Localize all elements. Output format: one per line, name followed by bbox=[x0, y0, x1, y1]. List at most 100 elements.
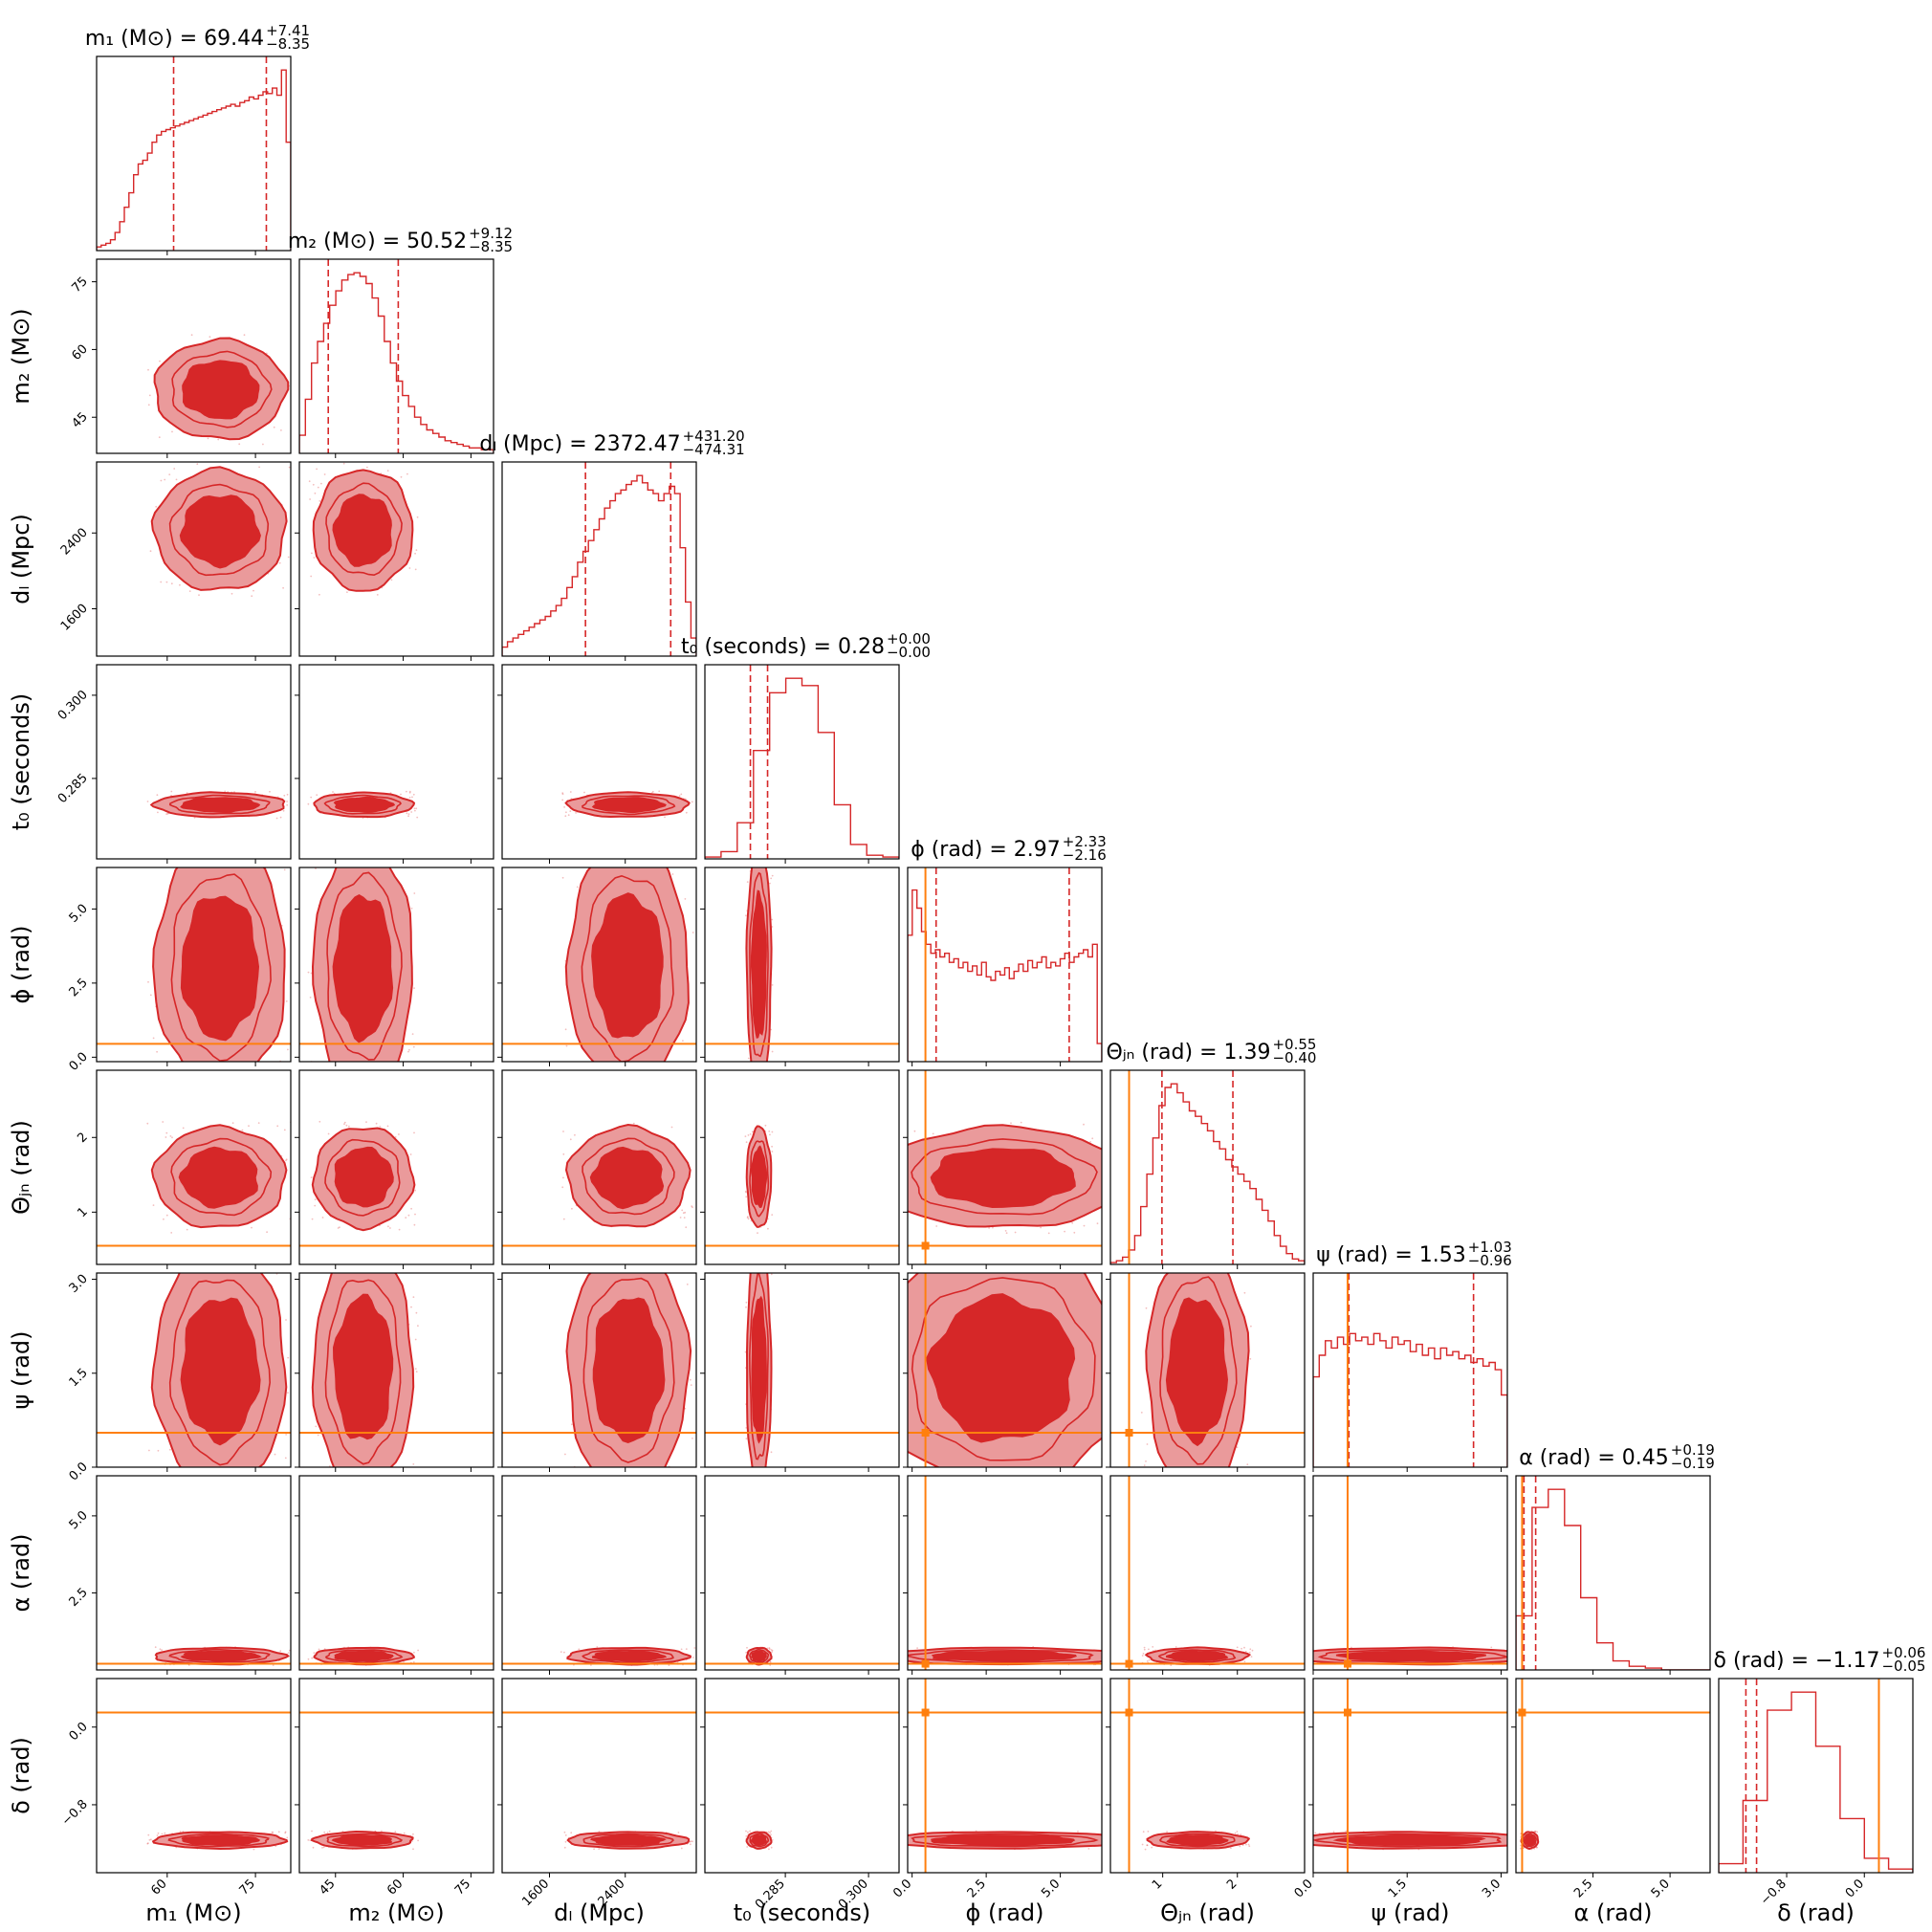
scatter-point bbox=[1071, 1222, 1074, 1224]
scatter-point bbox=[362, 1490, 363, 1492]
panel-delta-vs-dL bbox=[502, 1711, 696, 1851]
y-tick-label-m2-1: 60 bbox=[70, 342, 91, 363]
contour-mid-delta-thetajn bbox=[1158, 1833, 1236, 1848]
scatter-point bbox=[186, 1228, 188, 1231]
scatter-point bbox=[410, 1207, 412, 1210]
scatter-point bbox=[155, 505, 158, 508]
scatter-point bbox=[770, 1273, 773, 1276]
title-err-plus-alpha: +0.19 bbox=[1671, 1441, 1715, 1459]
scatter-point bbox=[916, 1647, 918, 1649]
scatter-point bbox=[753, 1495, 755, 1497]
x-axis-label-dL: dₗ (Mpc) bbox=[554, 1899, 645, 1926]
scatter-point bbox=[583, 835, 585, 837]
scatter-point bbox=[757, 1232, 758, 1234]
scatter-point bbox=[1004, 1230, 1007, 1232]
scatter-point bbox=[679, 1217, 682, 1218]
scatter-point bbox=[1040, 1226, 1042, 1229]
scatter-point bbox=[323, 1831, 326, 1833]
scatter-point bbox=[157, 811, 159, 814]
scatter-point bbox=[217, 438, 220, 441]
contour-mid-psi-m2 bbox=[324, 1279, 402, 1465]
scatter-point bbox=[878, 1838, 880, 1840]
scatter-point bbox=[156, 1050, 159, 1053]
panel-frame bbox=[96, 1475, 292, 1671]
title-err-minus-phi: −2.16 bbox=[1063, 846, 1107, 864]
scatter-point bbox=[381, 1830, 383, 1833]
panel-psi-vs-m1 bbox=[97, 1273, 291, 1472]
scatter-point bbox=[574, 1133, 576, 1136]
scatter-point bbox=[409, 850, 411, 852]
scatter-point bbox=[745, 1830, 747, 1833]
scatter-point bbox=[767, 1077, 769, 1079]
panel-t0-vs-dL bbox=[561, 790, 693, 819]
scatter-point bbox=[768, 1481, 770, 1482]
panel-frame bbox=[298, 258, 494, 454]
scatter-point bbox=[407, 1214, 410, 1217]
scatter-point bbox=[680, 1847, 683, 1850]
scatter-point bbox=[314, 492, 317, 494]
scatter-point bbox=[403, 1660, 405, 1663]
scatter-point bbox=[575, 812, 577, 814]
panel-title-alpha: α (rad) = 0.45 bbox=[1519, 1446, 1669, 1470]
scatter-point bbox=[868, 1657, 870, 1658]
contour-inner-psi-phi bbox=[926, 1293, 1076, 1443]
scatter-point bbox=[258, 466, 260, 469]
scatter-point bbox=[679, 831, 681, 833]
contour-mid-delta-m2 bbox=[326, 1833, 404, 1848]
scatter-point bbox=[1543, 1835, 1545, 1837]
x-axis-label-m1: m₁ (M⊙) bbox=[145, 1899, 241, 1926]
scatter-point bbox=[692, 1438, 693, 1439]
contour-inner-delta-dL bbox=[589, 1833, 667, 1846]
contour-mid-delta-m1 bbox=[167, 1833, 270, 1848]
contour-inner-alpha-thetajn bbox=[1165, 1650, 1229, 1662]
scatter-point bbox=[412, 1660, 415, 1663]
scatter-point bbox=[148, 841, 150, 843]
scatter-point bbox=[1306, 1846, 1308, 1848]
scatter-point bbox=[1151, 1489, 1153, 1491]
scatter-point bbox=[328, 1830, 331, 1833]
scatter-point bbox=[367, 1480, 369, 1482]
scatter-point bbox=[160, 1470, 162, 1472]
scatter-point bbox=[405, 1217, 407, 1218]
scatter-point bbox=[645, 1257, 647, 1259]
x-tick-label-psi-0: 0.0 bbox=[1292, 1877, 1316, 1900]
scatter-point bbox=[1510, 1839, 1512, 1841]
contour-mid-delta-dL bbox=[582, 1833, 674, 1848]
scatter-point bbox=[1105, 1835, 1107, 1837]
scatter-point bbox=[771, 1233, 773, 1235]
scatter-point bbox=[323, 473, 326, 475]
scatter-point bbox=[1123, 1144, 1125, 1146]
scatter-point bbox=[1106, 1842, 1108, 1844]
scatter-point bbox=[165, 1136, 167, 1138]
scatter-point bbox=[768, 1648, 771, 1651]
scatter-point bbox=[159, 360, 161, 362]
scatter-point bbox=[1135, 1846, 1137, 1848]
scatter-point bbox=[1143, 1646, 1146, 1649]
scatter-point bbox=[254, 791, 256, 793]
scatter-point bbox=[658, 790, 661, 793]
scatter-point bbox=[1198, 1245, 1200, 1247]
scatter-point bbox=[251, 595, 253, 598]
panel-delta-vs-t0 bbox=[705, 1711, 899, 1851]
scatter-point bbox=[366, 466, 368, 469]
scatter-point bbox=[313, 1652, 316, 1655]
scatter-point bbox=[1528, 1647, 1530, 1649]
scatter-point bbox=[350, 1495, 352, 1497]
contour-inner-m2-m1 bbox=[182, 360, 260, 420]
scatter-point bbox=[752, 1496, 754, 1498]
scatter-point bbox=[285, 1319, 287, 1321]
y-tick-label-dL-0: 1600 bbox=[58, 602, 91, 634]
scatter-point bbox=[329, 1465, 331, 1467]
scatter-point bbox=[1142, 1653, 1145, 1655]
scatter-point bbox=[632, 1122, 635, 1125]
scatter-point bbox=[1202, 1490, 1204, 1492]
scatter-point bbox=[1146, 1844, 1149, 1846]
scatter-point bbox=[1170, 1664, 1173, 1666]
scatter-point bbox=[879, 1845, 881, 1847]
scatter-point bbox=[747, 1134, 750, 1136]
contour-mid-thetajn-m1 bbox=[170, 1137, 273, 1217]
truth-marker bbox=[1125, 1428, 1133, 1437]
y-tick-label-delta-1: 0.0 bbox=[67, 1720, 91, 1744]
scatter-point bbox=[873, 1835, 875, 1837]
contour-mid-delta-phi bbox=[911, 1833, 1099, 1848]
